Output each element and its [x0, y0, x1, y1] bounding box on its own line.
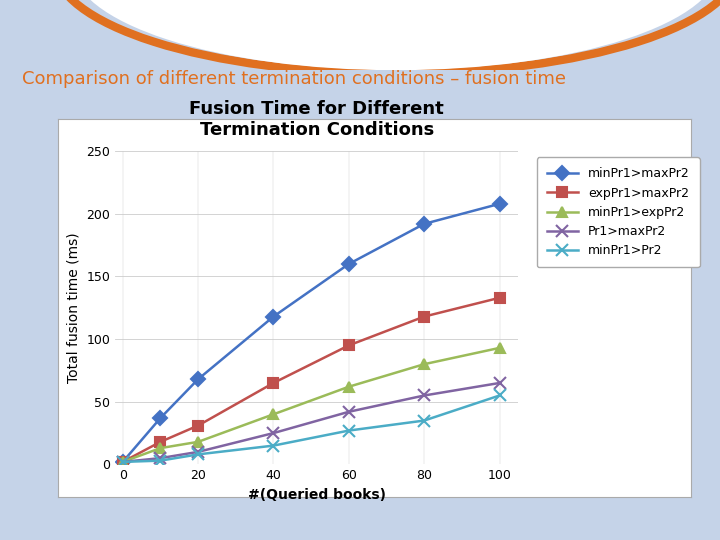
Ellipse shape	[72, 0, 720, 70]
Line: minPr1>expPr2: minPr1>expPr2	[118, 343, 505, 467]
minPr1>Pr2	[194, 451, 202, 457]
minPr1>expPr2	[344, 383, 353, 390]
Title: Fusion Time for Different
Termination Conditions: Fusion Time for Different Termination Co…	[189, 100, 444, 139]
expPr1>maxPr2	[269, 380, 278, 386]
Pr1>maxPr2	[156, 455, 165, 461]
X-axis label: #(Queried books): #(Queried books)	[248, 488, 386, 502]
Pr1>maxPr2	[269, 430, 278, 436]
minPr1>Pr2	[269, 442, 278, 449]
Pr1>maxPr2	[194, 449, 202, 455]
minPr1>maxPr2	[420, 221, 428, 227]
minPr1>Pr2	[344, 427, 353, 434]
Pr1>maxPr2	[420, 392, 428, 399]
expPr1>maxPr2	[344, 342, 353, 349]
minPr1>maxPr2	[194, 376, 202, 382]
expPr1>maxPr2	[420, 313, 428, 320]
minPr1>Pr2	[156, 457, 165, 464]
expPr1>maxPr2	[156, 438, 165, 445]
minPr1>Pr2	[420, 417, 428, 424]
Line: expPr1>maxPr2: expPr1>maxPr2	[118, 293, 505, 467]
Text: Comparison of different termination conditions – fusion time: Comparison of different termination cond…	[22, 70, 566, 88]
minPr1>Pr2	[118, 458, 127, 465]
minPr1>maxPr2	[344, 261, 353, 267]
minPr1>expPr2	[118, 458, 127, 465]
Line: Pr1>maxPr2: Pr1>maxPr2	[117, 377, 505, 468]
minPr1>maxPr2	[156, 415, 165, 421]
Pr1>maxPr2	[344, 409, 353, 415]
minPr1>expPr2	[495, 345, 504, 351]
minPr1>maxPr2	[495, 200, 504, 207]
expPr1>maxPr2	[495, 294, 504, 301]
minPr1>expPr2	[194, 438, 202, 445]
expPr1>maxPr2	[194, 422, 202, 429]
Legend: minPr1>maxPr2, expPr1>maxPr2, minPr1>expPr2, Pr1>maxPr2, minPr1>Pr2: minPr1>maxPr2, expPr1>maxPr2, minPr1>exp…	[536, 158, 700, 267]
minPr1>expPr2	[420, 361, 428, 367]
minPr1>maxPr2	[118, 458, 127, 465]
Line: minPr1>maxPr2: minPr1>maxPr2	[118, 199, 505, 467]
Pr1>maxPr2	[118, 458, 127, 465]
Pr1>maxPr2	[495, 380, 504, 386]
Y-axis label: Total fusion time (ms): Total fusion time (ms)	[67, 233, 81, 383]
minPr1>expPr2	[269, 411, 278, 417]
Line: minPr1>Pr2: minPr1>Pr2	[117, 390, 505, 468]
minPr1>maxPr2	[269, 313, 278, 320]
minPr1>expPr2	[156, 445, 165, 451]
expPr1>maxPr2	[118, 458, 127, 465]
minPr1>Pr2	[495, 392, 504, 399]
